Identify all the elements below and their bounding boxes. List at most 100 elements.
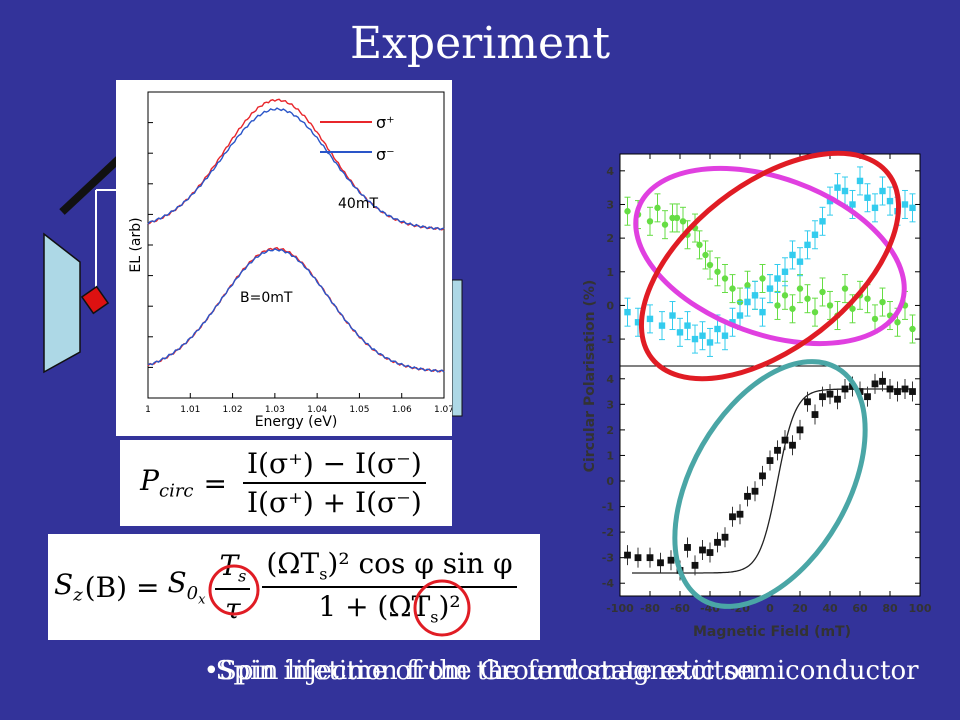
cyan-point [744, 298, 751, 306]
el-curve-40mt-1 [147, 107, 445, 231]
cyan-point [819, 218, 826, 225]
green-point [841, 285, 849, 292]
cyan-point [901, 201, 909, 208]
cyan-point [871, 204, 879, 212]
el-x-tick-label: 1.02 [223, 405, 243, 415]
green-point [894, 319, 901, 326]
top-plot-frame [619, 153, 921, 367]
green-point [871, 315, 879, 323]
black-point [744, 492, 751, 500]
green-point [646, 218, 654, 225]
black-point [646, 554, 654, 562]
cyan-point [699, 332, 706, 339]
teal-ellipse [672, 359, 868, 609]
magenta-ellipse [633, 165, 907, 347]
black-point [901, 385, 909, 393]
cyan-point [676, 329, 684, 336]
cyan-point [804, 241, 811, 249]
polariser [80, 285, 110, 315]
top-y-tick-label: 1 [606, 266, 614, 279]
cyan-point [624, 308, 631, 316]
el-x-tick-label: 1.06 [392, 405, 412, 415]
sz-equation: Sz (B) = S0x Ts τ (ΩTs)² cos φ sin φ 1 +… [48, 534, 540, 640]
green-point [696, 241, 703, 249]
black-point [657, 559, 664, 567]
pcirc-lhs: Pcirc [140, 464, 194, 502]
black-point [811, 411, 819, 418]
pol-x-tick-label: 40 [822, 602, 838, 615]
cyan-point [879, 187, 886, 195]
el-x-tick-label: 1 [145, 405, 151, 415]
green-point [624, 208, 631, 215]
cyan-point [736, 312, 744, 319]
green-point [706, 261, 714, 269]
highlight-circle-s0x [208, 564, 260, 616]
cyan-point [774, 275, 781, 282]
cyan-point [864, 194, 871, 201]
legend-label-sigma-minus: σ⁻ [376, 145, 395, 164]
black-point [894, 388, 901, 395]
pol-x-tick-label: 20 [792, 602, 808, 615]
black-point [819, 393, 826, 401]
black-point [826, 390, 834, 398]
black-point [834, 395, 841, 403]
green-point [729, 285, 736, 292]
bottom-y-tick-label: 3 [606, 398, 614, 411]
cyan-point [789, 251, 796, 259]
bottom-y-tick-label: -3 [602, 552, 614, 565]
el-curve-0mt-2 [147, 246, 445, 373]
cyan-point [849, 201, 856, 208]
top-y-tick-label: 0 [606, 299, 614, 312]
black-point [879, 377, 886, 385]
green-point [721, 275, 729, 282]
el-x-tick-label: 1.05 [349, 405, 369, 415]
cyan-point [796, 258, 804, 265]
black-point [864, 393, 871, 401]
black-point [729, 513, 736, 521]
equation-highlights [208, 564, 471, 637]
black-point [706, 549, 714, 556]
cyan-point [729, 319, 736, 326]
black-point [804, 398, 811, 406]
cyan-point [691, 335, 699, 343]
el-x-tick-label: 1.03 [265, 405, 285, 415]
black-point [886, 385, 894, 393]
pol-x-tick-label: 80 [882, 602, 898, 615]
bottom-y-tick-label: -2 [602, 526, 614, 539]
cyan-point [841, 187, 849, 195]
cyan-point [856, 177, 864, 185]
green-point [781, 292, 789, 299]
green-point [759, 275, 766, 282]
bullet-2: Spin injection from the ferromagnetic se… [215, 656, 919, 686]
green-point [669, 214, 676, 222]
green-point [774, 302, 781, 309]
annotation-40mt: 40mT [338, 196, 378, 212]
green-point [819, 288, 826, 296]
top-y-tick-label: 2 [606, 232, 614, 245]
green-point [789, 305, 796, 312]
cyan-point [706, 339, 714, 346]
green-point [654, 204, 661, 212]
mirror [59, 153, 125, 215]
black-point [759, 472, 766, 480]
cyan-point [714, 325, 721, 333]
green-point [826, 302, 834, 309]
cyan-point [634, 319, 642, 326]
pol-x-tick-label: 100 [909, 602, 932, 615]
cyan-point [684, 322, 691, 329]
el-curve-0mt-3 [147, 247, 445, 373]
cyan-point [759, 308, 766, 316]
green-point [744, 282, 751, 289]
black-point [796, 426, 804, 434]
green-point [879, 298, 886, 306]
annotation-b0mt: B=0mT [240, 290, 293, 306]
lens-left [43, 232, 81, 374]
cyan-point [646, 315, 654, 323]
black-point [714, 538, 721, 546]
black-point [751, 487, 759, 495]
pcirc-numerator: I(σ⁺) − I(σ⁻) [242, 447, 426, 484]
cyan-point [766, 285, 774, 292]
black-point [909, 388, 916, 395]
black-point [721, 533, 729, 541]
black-point [789, 441, 796, 449]
